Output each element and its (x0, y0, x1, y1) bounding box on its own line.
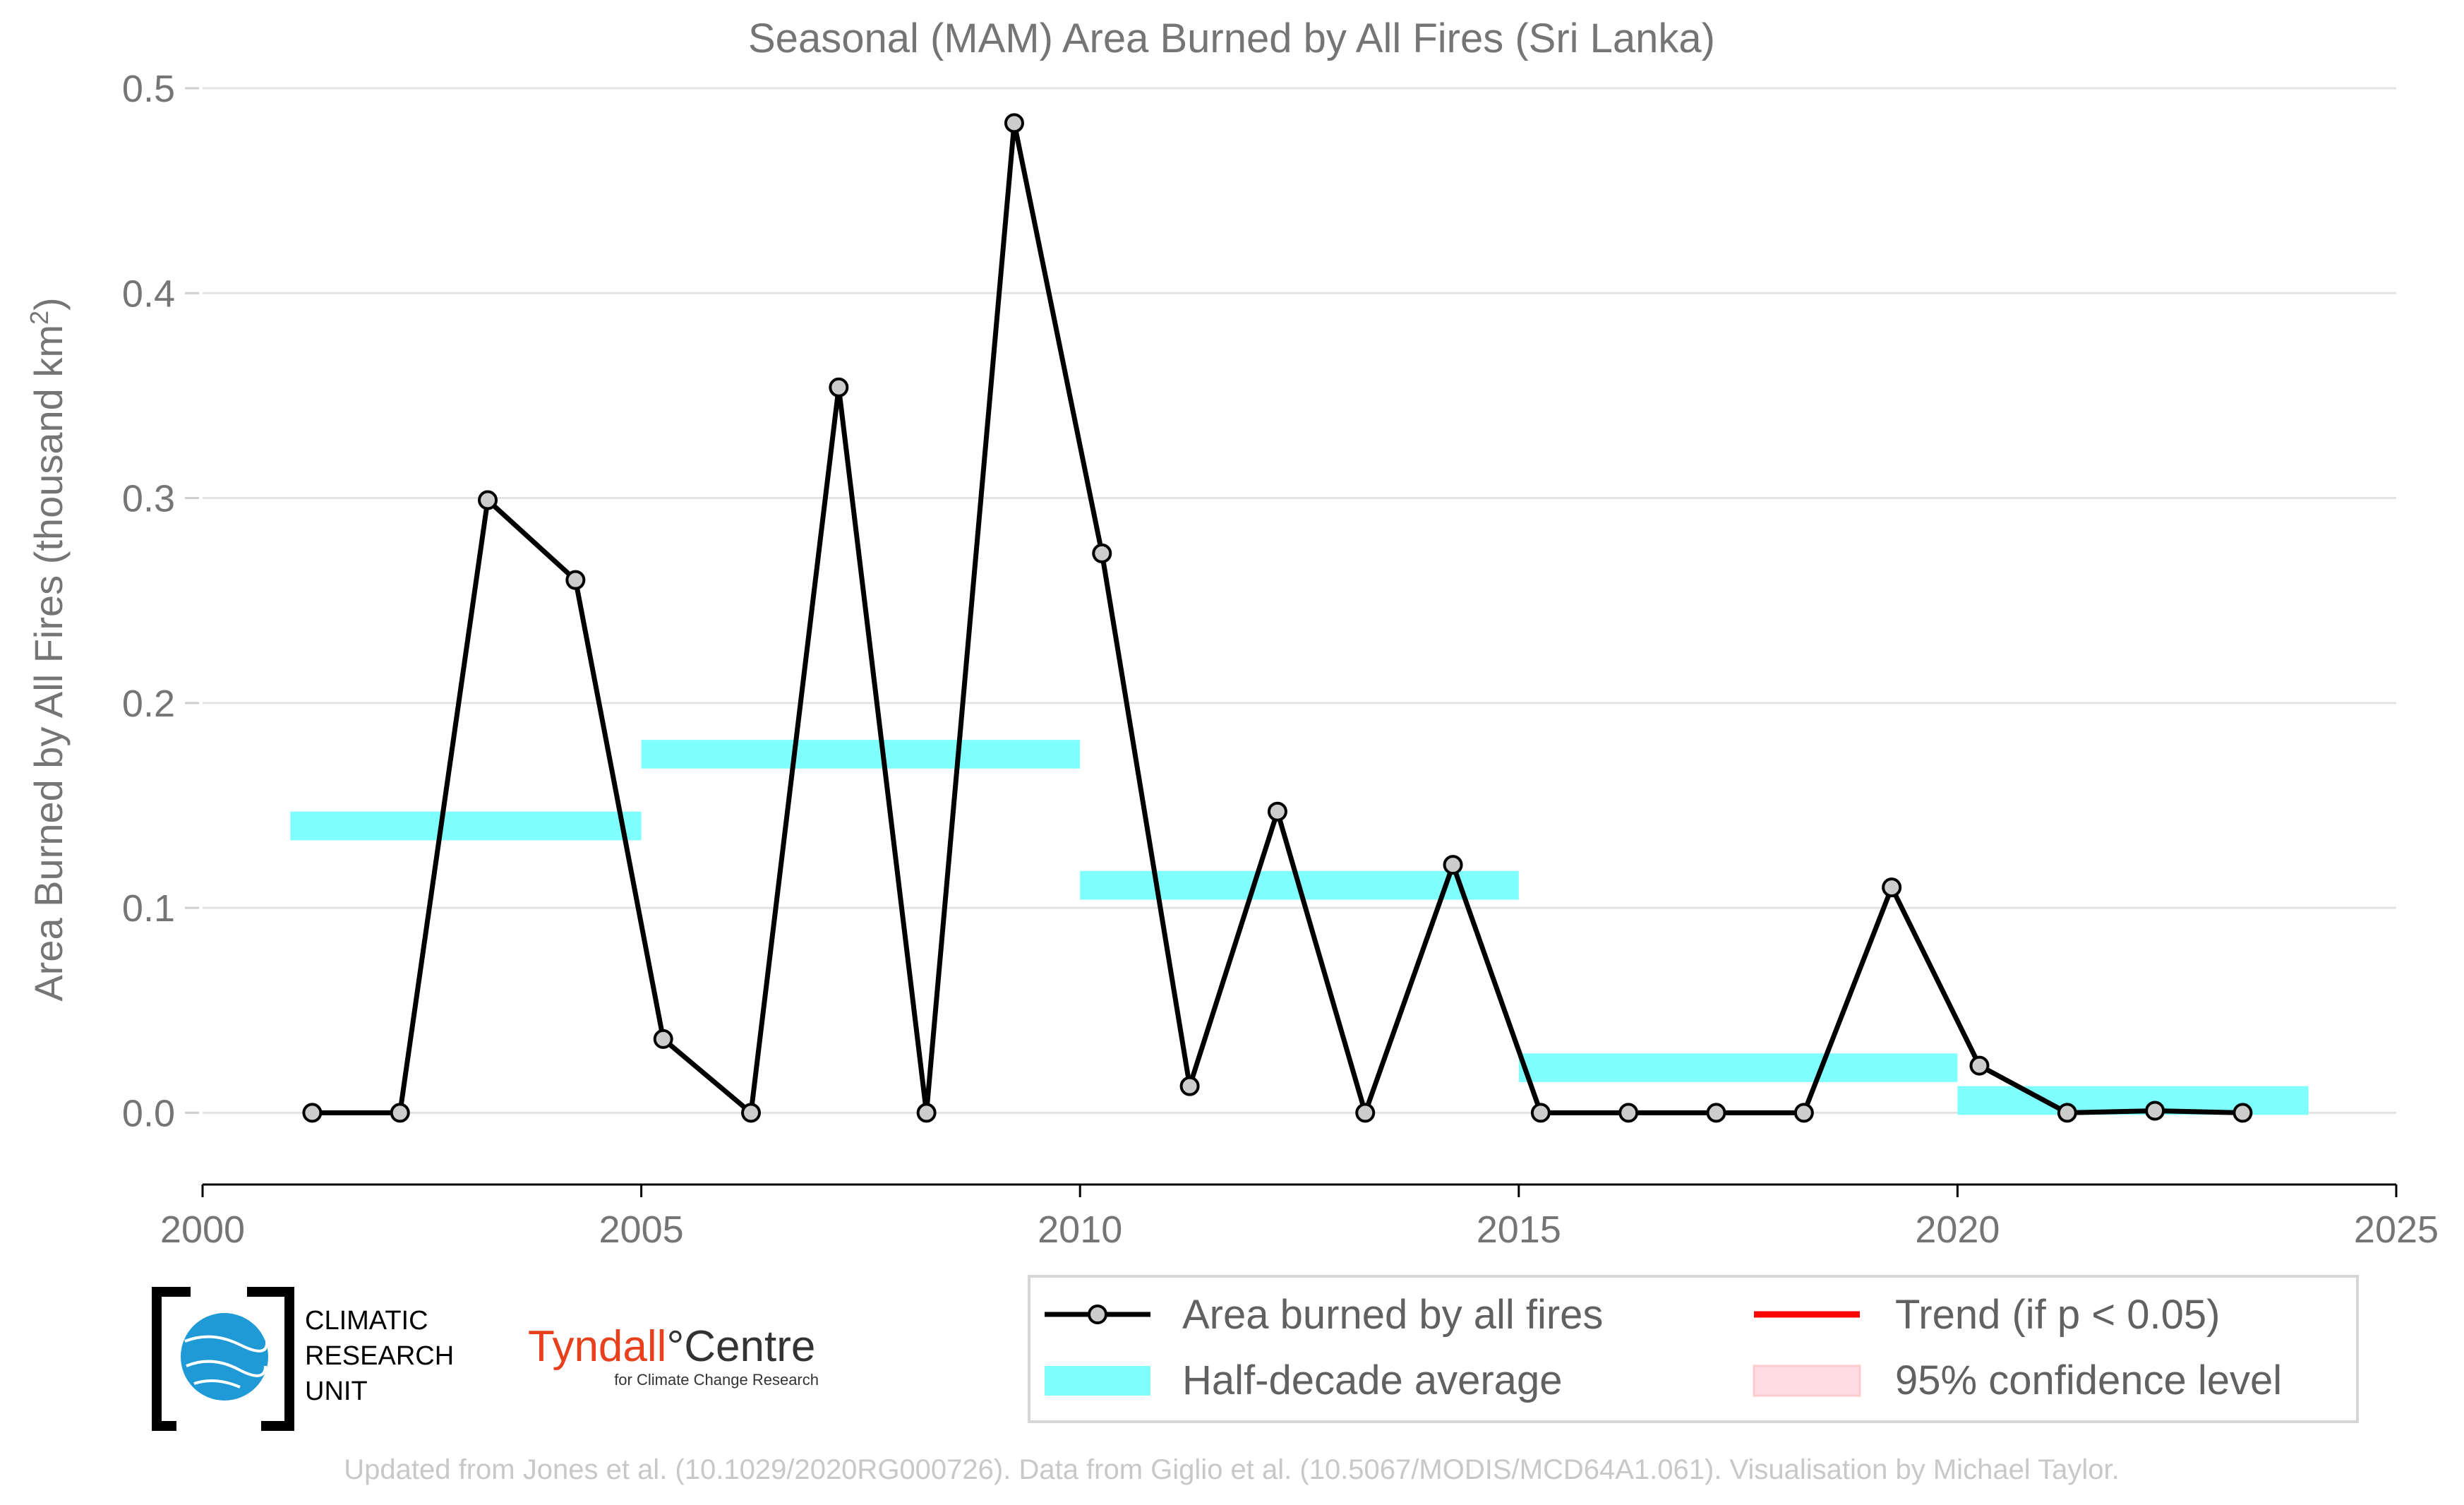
series-line (312, 120, 2243, 1115)
data-point (741, 1103, 761, 1123)
data-point (1618, 1103, 1639, 1123)
y-axis-title-main: Area Burned by All Fires (thousand km (26, 325, 71, 1002)
cru-bracket-right (247, 1287, 294, 1431)
half-decade-average-bar (1518, 1053, 1958, 1082)
data-point (1179, 1076, 1200, 1096)
data-point (565, 570, 586, 590)
globe-pattern (184, 1335, 269, 1389)
x-tick-label: 2020 (1915, 1209, 2000, 1251)
globe-icon (181, 1313, 268, 1401)
data-point (1706, 1103, 1726, 1123)
legend-item-confidence: 95% confidence level (1753, 1357, 2282, 1403)
series-area-burned (302, 113, 2253, 1123)
data-point (1092, 543, 1112, 563)
legend-box (1028, 1275, 2359, 1423)
legend-label-half-decade: Half-decade average (1182, 1357, 1562, 1403)
data-point (1004, 113, 1024, 133)
footer-credits: Updated from Jones et al. (10.1029/2020R… (344, 1454, 2119, 1485)
x-tick-label: 2000 (160, 1209, 245, 1251)
gridlines (203, 87, 2396, 1114)
legend-label-area-burned: Area burned by all fires (1182, 1292, 1603, 1338)
y-tick-label: 0.5 (122, 68, 175, 110)
data-point (1355, 1103, 1376, 1123)
tyndall-suffix: °Centre (666, 1322, 815, 1371)
tyndall-logo: Tyndall°Centre for Climate Change Resear… (528, 1322, 819, 1389)
data-point (2145, 1101, 2165, 1121)
legend: Area burned by all fires Trend (if p < 0… (1028, 1275, 2359, 1423)
data-point (916, 1103, 937, 1123)
data-point (653, 1029, 673, 1049)
data-point (478, 490, 498, 510)
x-tick-label: 2010 (1038, 1209, 1122, 1251)
tyndall-logo-subtitle: for Climate Change Research (614, 1371, 819, 1389)
cru-logo-text-line1: CLIMATIC (305, 1306, 428, 1336)
legend-item-area-burned: Area burned by all fires (1045, 1292, 1603, 1338)
data-point (2057, 1103, 2077, 1123)
y-tick-label: 0.1 (122, 887, 175, 930)
half-decade-average-bar (290, 811, 642, 841)
tyndall-logo-name: Tyndall°Centre (528, 1322, 815, 1371)
y-axis-title: Area Burned by All Fires (thousand km2) (25, 297, 71, 1001)
legend-confidence-swatch (1753, 1365, 1861, 1397)
data-point (302, 1103, 323, 1123)
data-point (390, 1103, 410, 1123)
cru-logo-text-line3: UNIT (305, 1377, 368, 1406)
cru-logo: CLIMATIC RESEARCH UNIT (152, 1287, 454, 1431)
data-point (1443, 855, 1463, 875)
data-point (829, 377, 849, 397)
data-point (1882, 877, 1902, 898)
tyndall-name: Tyndall (528, 1322, 666, 1371)
x-tick-label: 2025 (2354, 1209, 2439, 1251)
x-axis: 2000 2005 2010 2015 2020 2025 (160, 1183, 2439, 1251)
y-tick-label: 0.3 (122, 478, 175, 520)
cru-logo-text-line2: RESEARCH (305, 1341, 454, 1371)
y-axis-title-end: ) (26, 297, 71, 311)
y-axis-ticks: 0.0 0.1 0.2 0.3 0.4 0.5 (122, 68, 199, 1134)
y-tick-label: 0.2 (122, 683, 175, 725)
legend-marker-swatch (1088, 1305, 1107, 1324)
legend-item-half-decade: Half-decade average (1045, 1357, 1562, 1403)
legend-label-confidence: 95% confidence level (1895, 1357, 2282, 1403)
data-point (2232, 1103, 2253, 1123)
chart-title: Seasonal (MAM) Area Burned by All Fires … (748, 16, 1715, 61)
legend-label-trend: Trend (if p < 0.05) (1895, 1292, 2220, 1338)
y-tick-label: 0.4 (122, 272, 175, 315)
data-point (1530, 1103, 1551, 1123)
x-tick-label: 2005 (599, 1209, 684, 1251)
half-decade-average-bars (290, 740, 2309, 1115)
x-tick-label: 2015 (1477, 1209, 1561, 1251)
legend-item-trend: Trend (if p < 0.05) (1754, 1292, 2220, 1338)
legend-band-swatch (1045, 1366, 1150, 1396)
cru-bracket-left (152, 1287, 191, 1431)
y-tick-label: 0.0 (122, 1092, 175, 1134)
data-point (1969, 1055, 1990, 1076)
y-axis-title-superscript: 2 (25, 311, 54, 325)
half-decade-average-bar (641, 740, 1081, 769)
data-point (1793, 1103, 1814, 1123)
data-point (1267, 801, 1287, 822)
